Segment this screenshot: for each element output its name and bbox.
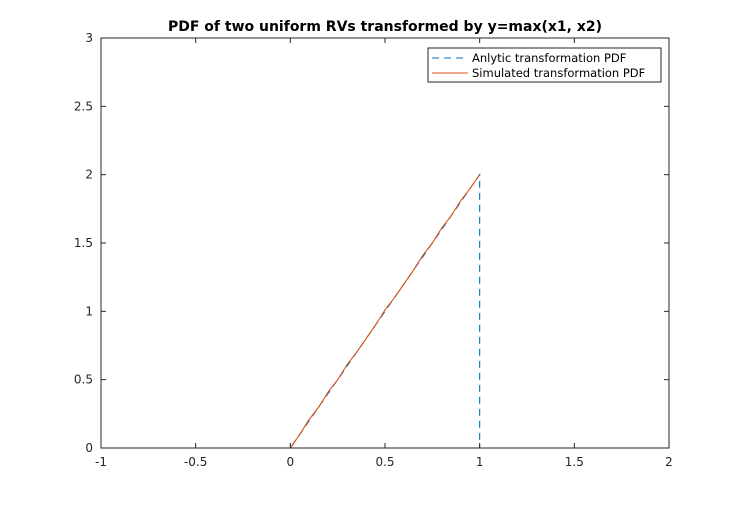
y-tick-label: 1.5: [74, 236, 93, 250]
ticks-layer: -1 -0.5 0 0.5 1 1.5 2 0 0.5 1 1.5 2 2.5 3: [74, 31, 673, 469]
y-tick-label: 2.5: [74, 99, 93, 113]
chart-title: PDF of two uniform RVs transformed by y=…: [168, 19, 602, 35]
legend-box: [427, 47, 662, 83]
x-tick-label: 1: [476, 455, 484, 469]
x-tick-label: -1: [95, 455, 107, 469]
series-line-1: [289, 174, 481, 449]
y-tick-label: 3: [85, 31, 93, 45]
x-tick-label: 0.5: [375, 455, 394, 469]
x-tick-label: 2: [665, 455, 673, 469]
y-tick-label: 2: [85, 168, 93, 182]
x-tick-label: -0.5: [184, 455, 207, 469]
y-tick-label: 0: [85, 441, 93, 455]
x-tick-label: 0: [287, 455, 295, 469]
y-tick-label: 1: [85, 304, 93, 318]
y-tick-label: 0.5: [74, 373, 93, 387]
plot-area: [101, 38, 669, 448]
legend-label-1: Simulated transformation PDF: [472, 66, 645, 80]
legend-label-0: Anlytic transformation PDF: [472, 51, 626, 65]
x-tick-label: 1.5: [565, 455, 584, 469]
